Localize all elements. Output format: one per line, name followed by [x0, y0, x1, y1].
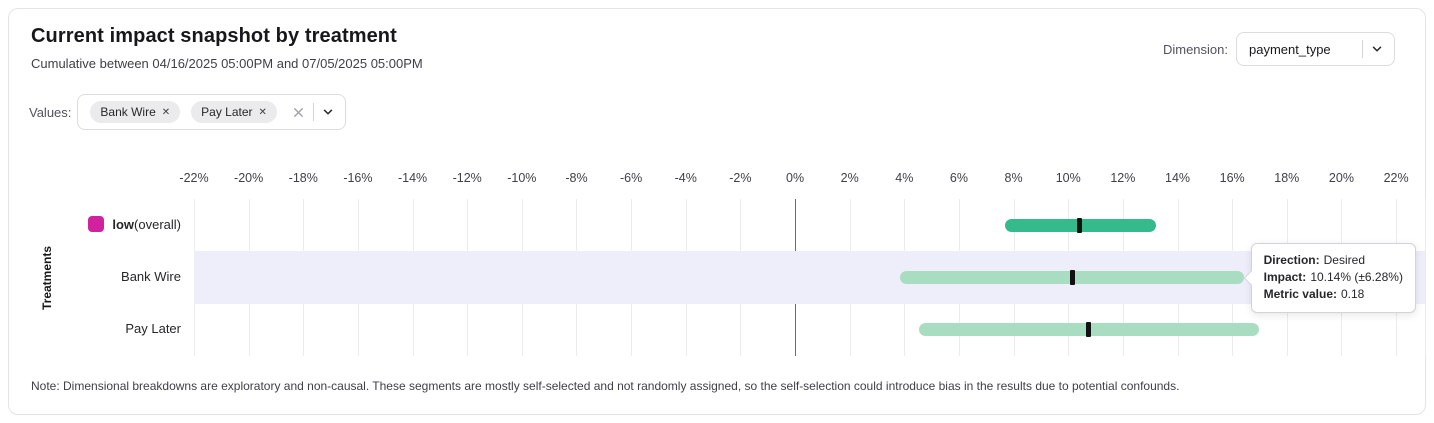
page-title: Current impact snapshot by treatment	[31, 25, 397, 47]
impact-chart-plot: -22% -20% -18% -16% -14% -12% -10% -8% -6% -4% -2%…	[179, 171, 1426, 356]
x-axis-tick-label: -2%	[729, 171, 752, 185]
x-axis-tick-label: -8%	[565, 171, 588, 185]
treatment-row-labels: low (overall) Bank Wire Pay Later	[61, 199, 181, 356]
exploratory-note: Note: Dimensional breakdowns are explora…	[31, 379, 1180, 393]
x-axis-tick-label: 12%	[1110, 171, 1136, 185]
x-axis-tick-label: 6%	[949, 171, 968, 185]
values-multiselect[interactable]: Bank Wire ✕ Pay Later ✕	[77, 94, 347, 130]
treatment-row-label: Bank Wire	[121, 268, 181, 284]
tooltip-direction: Direction: Desired	[1263, 252, 1365, 267]
tooltip-metric-value: Metric value: 0.18	[1263, 287, 1365, 302]
x-axis-tick-label: 22%	[1383, 171, 1409, 185]
chip-remove-icon[interactable]: ✕	[161, 106, 171, 118]
values-label: Values:	[29, 104, 72, 120]
x-axis-tick-label: 4%	[895, 171, 914, 185]
x-axis-tick-label: -16%	[343, 171, 373, 185]
select-divider	[1362, 40, 1363, 58]
value-chip-pay-later[interactable]: Pay Later ✕	[191, 101, 277, 123]
chip-label: Pay Later	[201, 105, 253, 119]
dimension-select[interactable]: payment_type	[1236, 32, 1395, 66]
treatment-row-label: low (overall)	[88, 216, 181, 233]
dimension-selected-value: payment_type	[1249, 41, 1331, 57]
values-controls	[291, 103, 335, 121]
x-axis-tick-label: -10%	[507, 171, 537, 185]
card: Current impact snapshot by treatment Cum…	[8, 8, 1426, 415]
chip-label: Bank Wire	[100, 105, 156, 119]
x-axis-tick-label: -14%	[397, 171, 428, 185]
x-axis-tick-label: 8%	[1004, 171, 1023, 185]
chip-remove-icon[interactable]: ✕	[258, 106, 267, 118]
x-axis-tick-label: -20%	[234, 171, 264, 185]
x-axis-tick-label: 10%	[1055, 171, 1081, 185]
clear-all-icon[interactable]	[291, 105, 306, 120]
x-axis-tick-label: -4%	[674, 171, 697, 185]
x-axis-tick-label: 0%	[785, 171, 805, 185]
impact-median-tick	[1076, 217, 1082, 233]
impact-median-tick	[1086, 322, 1092, 338]
x-axis-tick-label: 18%	[1274, 171, 1300, 185]
x-axis-tick-label: -6%	[619, 171, 643, 185]
x-axis-tick-label: 20%	[1328, 171, 1354, 185]
value-chip-bank-wire[interactable]: Bank Wire ✕	[90, 101, 181, 123]
x-axis-tick-label: -22%	[179, 171, 209, 185]
y-axis-title: Treatments	[40, 245, 54, 310]
treatment-row-label: Pay Later	[125, 320, 181, 336]
impact-median-tick	[1069, 270, 1075, 285]
chevron-down-icon	[1370, 42, 1384, 56]
chevron-down-icon[interactable]	[321, 105, 335, 119]
values-filter: Values: Bank Wire ✕ Pay Later ✕	[29, 94, 347, 130]
dimension-label: Dimension:	[1162, 41, 1228, 57]
x-axis-tick-label: 2%	[840, 171, 859, 185]
bar-tooltip: Direction: Desired Impact: 10.14% (±6.28%)…	[1250, 242, 1416, 313]
x-axis-tick-label: -12%	[452, 171, 482, 185]
legend-swatch	[88, 216, 105, 233]
dimension-control: Dimension: payment_type	[1163, 32, 1395, 66]
tooltip-impact: Impact: 10.14% (±6.28%)	[1263, 269, 1403, 284]
values-divider	[313, 103, 315, 121]
date-range-subtitle: Cumulative between 04/16/2025 05:00PM an…	[31, 56, 423, 71]
x-axis-tick-label: 16%	[1219, 171, 1245, 185]
x-axis-tick-label: -18%	[288, 171, 318, 185]
x-axis-tick-label: 14%	[1165, 171, 1191, 185]
